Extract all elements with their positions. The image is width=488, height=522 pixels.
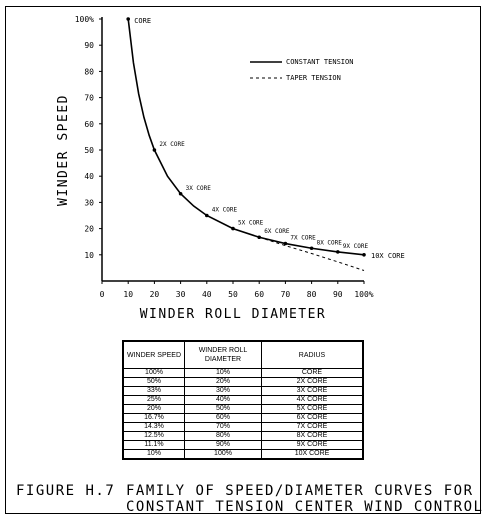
x-tick-label: 20 [150,290,160,299]
diameter-cell: 40% [184,395,262,405]
point-label: 3X CORE [186,185,212,192]
y-tick-label: 100% [75,15,94,24]
speed-cell: 12.5% [122,431,185,441]
speed-diameter-table: WINDER SPEED WINDER ROLL DIAMETER RADIUS… [122,340,364,460]
radius-cell: 8X CORE [261,431,364,441]
diameter-cell: 80% [184,431,262,441]
data-point [362,253,366,257]
table-header-speed: WINDER SPEED [122,340,185,369]
table-row: 20% 50% 5X CORE [122,404,364,414]
data-point [152,148,157,152]
table-row: 25% 40% 4X CORE [122,395,364,405]
legend-taper-tension: TAPER TENSION [286,74,341,82]
table-body: 100% 10% CORE 50% 20% 2X CORE 33% 30% 3X CORE 25%… [122,368,364,460]
table-row: 10% 100% 10X CORE [122,449,364,460]
point-label: 10X CORE [371,252,405,260]
diameter-cell: 60% [184,413,262,423]
x-tick-label: 80 [307,290,317,299]
y-tick-label: 30 [84,198,94,207]
diameter-cell: 30% [184,386,262,396]
taper-tension-curve [259,236,365,271]
radius-cell: 4X CORE [261,395,364,405]
table-row: 11.1% 90% 9X CORE [122,440,364,450]
y-tick-label: 60 [84,120,94,129]
diameter-cell: 10% [184,368,262,378]
diameter-cell: 90% [184,440,262,450]
speed-cell: 11.1% [122,440,185,450]
radius-cell: 7X CORE [261,422,364,432]
diameter-cell: 20% [184,377,262,387]
radius-cell: 9X CORE [261,440,364,450]
y-tick-label: 50 [84,146,94,155]
data-point [336,250,340,254]
table-row: 16.7% 60% 6X CORE [122,413,364,423]
y-tick-label: 40 [84,172,94,181]
y-axis-title: WINDER SPEED [56,94,71,206]
x-tick-label: 0 [100,290,105,299]
data-point [309,246,314,251]
speed-cell: 20% [122,404,185,414]
point-label: 2X CORE [159,141,185,148]
y-tick-label: 10 [84,251,94,260]
point-label: 9X CORE [343,243,369,250]
table-row: 100% 10% CORE [122,368,364,378]
data-point [257,235,262,240]
speed-cell: 14.3% [122,422,185,432]
constant-tension-curve [127,18,365,256]
data-point [126,17,130,21]
figure-frame [5,6,481,514]
x-tick-label: 70 [281,290,291,299]
table-row: 14.3% 70% 7X CORE [122,422,364,432]
point-label: 5X CORE [238,220,264,227]
speed-cell: 16.7% [122,413,185,423]
x-tick-label: 40 [202,290,212,299]
x-tick-label: 60 [254,290,264,299]
point-label: 6X CORE [264,228,290,235]
y-tick-label: 90 [84,41,94,50]
table-row: 33% 30% 3X CORE [122,386,364,396]
data-point [231,226,235,231]
figure-label: FIGURE H.7 [16,483,116,499]
x-axis-title: WINDER ROLL DIAMETER [140,307,327,322]
caption-line-2: CONSTANT TENSION CENTER WIND CONTROL [126,499,484,515]
point-label: 4X CORE [212,207,238,214]
radius-cell: 6X CORE [261,413,364,423]
point-label: 7X CORE [290,235,316,242]
point-label: 8X CORE [317,239,343,246]
x-tick-label: 10 [123,290,133,299]
diameter-cell: 100% [184,449,262,460]
y-tick-label: 20 [84,225,94,234]
radius-cell: 2X CORE [261,377,364,387]
diameter-cell: 50% [184,404,262,414]
speed-cell: 33% [122,386,185,396]
speed-cell: 50% [122,377,185,387]
x-tick-label: 100% [354,290,373,299]
table-row: 12.5% 80% 8X CORE [122,431,364,441]
x-tick-label: 30 [176,290,186,299]
radius-cell: 5X CORE [261,404,364,414]
legend-constant-tension: CONSTANT TENSION [286,58,353,66]
point-label: CORE [134,17,151,25]
y-tick-label: 80 [84,67,94,76]
table-header-diameter: WINDER ROLL DIAMETER [184,340,262,369]
x-tick-label: 50 [228,290,238,299]
table-header-radius: RADIUS [261,340,364,369]
radius-cell: 10X CORE [261,449,364,460]
caption-line-1: FAMILY OF SPEED/DIAMETER CURVES FOR [126,483,474,499]
radius-cell: CORE [261,368,364,378]
data-point [178,191,183,196]
table-row: 50% 20% 2X CORE [122,377,364,387]
speed-diameter-chart: 0 10 20 30 40 50 60 70 80 90 100% 10 20 30 40 50 60 70 80 9… [56,15,405,322]
speed-cell: 100% [122,368,185,378]
speed-cell: 25% [122,395,185,405]
data-point [205,213,209,218]
speed-cell: 10% [122,449,185,460]
x-tick-label: 90 [333,290,343,299]
diameter-cell: 70% [184,422,262,432]
y-tick-label: 70 [84,94,94,103]
data-point [283,241,288,246]
radius-cell: 3X CORE [261,386,364,396]
